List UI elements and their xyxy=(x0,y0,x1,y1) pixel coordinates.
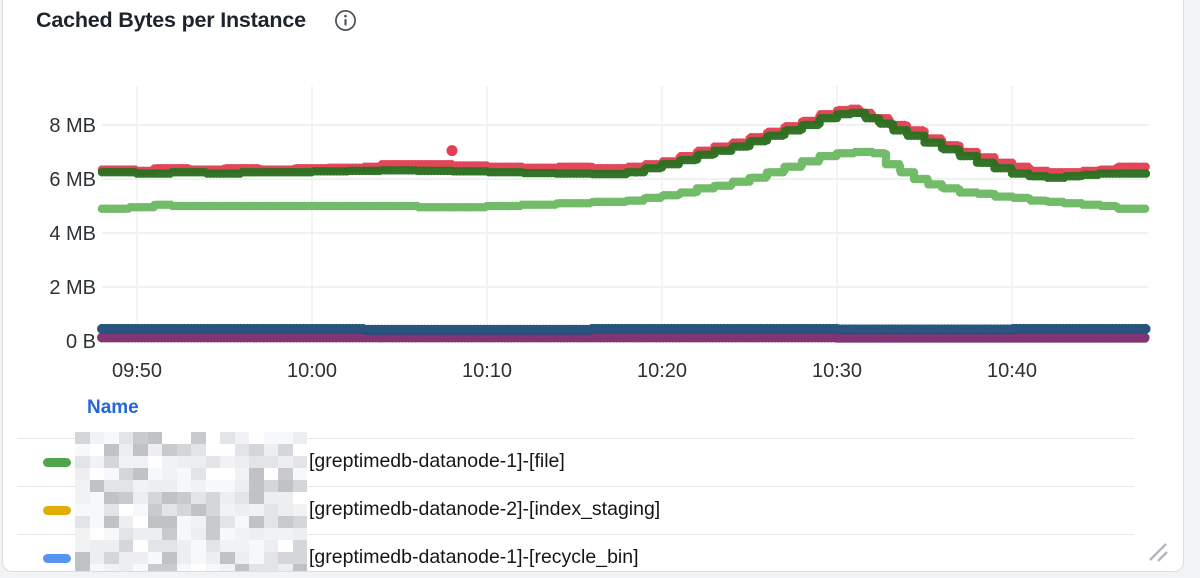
navy-series xyxy=(97,323,1152,335)
series-swatch xyxy=(43,506,71,515)
x-axis-tick: 10:40 xyxy=(987,360,1037,382)
legend-label: [greptimedb-datanode-2]-[index_staging] xyxy=(309,498,661,520)
legend-row-recycle-bin[interactable]: [greptimedb-datanode-1]-[recycle_bin] xyxy=(3,534,1183,571)
legend-label: [greptimedb-datanode-1]-[recycle_bin] xyxy=(309,546,639,568)
legend-divider xyxy=(17,438,1134,439)
y-axis-tick: 6 MB xyxy=(49,169,96,191)
light-green-series xyxy=(97,147,1152,215)
outlier-point xyxy=(446,145,458,157)
y-axis-tick: 0 B xyxy=(66,331,96,353)
x-axis-tick: 10:10 xyxy=(462,360,512,382)
redacted-text-block xyxy=(75,480,307,528)
legend-divider xyxy=(17,534,1134,535)
y-axis-tick: 4 MB xyxy=(49,223,96,245)
series-swatch xyxy=(43,554,71,563)
legend-row-index-staging[interactable]: [greptimedb-datanode-2]-[index_staging] xyxy=(3,486,1183,534)
redacted-text-block xyxy=(75,432,307,480)
info-icon[interactable] xyxy=(334,9,357,32)
legend-divider xyxy=(17,486,1134,487)
y-axis-tick: 8 MB xyxy=(49,115,96,137)
x-axis-tick: 10:20 xyxy=(637,360,687,382)
legend-header-name[interactable]: Name xyxy=(87,397,139,418)
series-swatch xyxy=(43,458,71,467)
x-axis-tick: 10:30 xyxy=(812,360,862,382)
x-axis-tick: 10:00 xyxy=(287,360,337,382)
legend-label: [greptimedb-datanode-1]-[file] xyxy=(309,450,565,472)
panel-resize-grip[interactable] xyxy=(1147,541,1169,563)
panel-header: Cached Bytes per Instance xyxy=(36,5,357,35)
x-axis-tick: 09:50 xyxy=(112,360,162,382)
y-axis-tick: 2 MB xyxy=(49,277,96,299)
legend-row-file[interactable]: [greptimedb-datanode-1]-[file] xyxy=(3,438,1183,486)
chart-canvas[interactable]: 8 MB 6 MB 4 MB 2 MB 0 B 09:50 10:00 10:10 10:20 1… xyxy=(3,0,1184,391)
cached-bytes-panel: Cached Bytes per Instance 8 MB 6 MB 4 MB 2 … xyxy=(2,0,1184,572)
dark-green-series xyxy=(97,108,1152,182)
panel-title[interactable]: Cached Bytes per Instance xyxy=(36,7,306,32)
redacted-text-block xyxy=(75,528,307,571)
